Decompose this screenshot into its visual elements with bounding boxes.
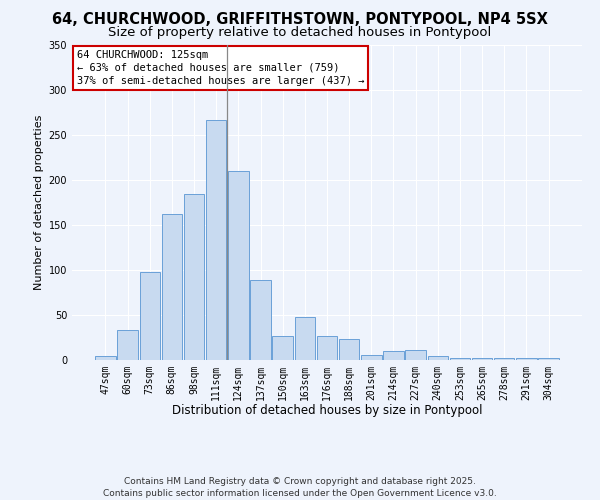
Bar [538, 358, 559, 360]
Bar [184, 194, 204, 360]
Bar [494, 358, 514, 360]
Text: Contains HM Land Registry data © Crown copyright and database right 2025.
Contai: Contains HM Land Registry data © Crown c… [103, 476, 497, 498]
Bar [118, 330, 138, 360]
Bar [206, 120, 226, 360]
Text: Size of property relative to detached houses in Pontypool: Size of property relative to detached ho… [109, 26, 491, 39]
Text: 64, CHURCHWOOD, GRIFFITHSTOWN, PONTYPOOL, NP4 5SX: 64, CHURCHWOOD, GRIFFITHSTOWN, PONTYPOOL… [52, 12, 548, 28]
Bar [472, 358, 493, 360]
Bar [161, 214, 182, 360]
Bar [428, 356, 448, 360]
Bar [317, 336, 337, 360]
Bar [95, 356, 116, 360]
Text: 64 CHURCHWOOD: 125sqm
← 63% of detached houses are smaller (759)
37% of semi-det: 64 CHURCHWOOD: 125sqm ← 63% of detached … [77, 50, 365, 86]
Bar [295, 317, 315, 360]
Bar [383, 351, 404, 360]
Bar [450, 358, 470, 360]
X-axis label: Distribution of detached houses by size in Pontypool: Distribution of detached houses by size … [172, 404, 482, 417]
Bar [272, 336, 293, 360]
Bar [140, 272, 160, 360]
Bar [228, 171, 248, 360]
Bar [516, 358, 536, 360]
Y-axis label: Number of detached properties: Number of detached properties [34, 115, 44, 290]
Bar [250, 280, 271, 360]
Bar [339, 340, 359, 360]
Bar [406, 350, 426, 360]
Bar [361, 354, 382, 360]
